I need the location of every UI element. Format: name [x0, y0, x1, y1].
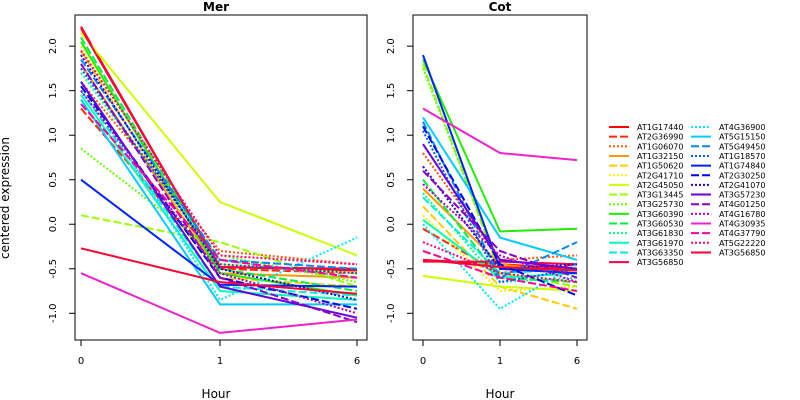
- series-line-cot-at2g45050-6: [422, 274, 578, 292]
- series-line-cot-at4g30935-25: [422, 107, 578, 162]
- y-tick-label-mer-3: 0.5: [48, 172, 59, 188]
- panel-frame-cot: [412, 14, 588, 341]
- legend-label-21: AT2G41070: [719, 181, 765, 190]
- legend-label-8: AT3G25730: [637, 200, 683, 209]
- series-line-cot-at4g37790-26: [422, 250, 578, 292]
- series-line-cot-at2g30250-20: [422, 125, 578, 297]
- series-line-cot-at4g36900-15: [422, 223, 578, 311]
- legend-label-9: AT3G60390: [637, 210, 683, 219]
- series-line-mer-at4g37790-26: [80, 103, 358, 279]
- legend-label-12: AT3G61970: [637, 239, 683, 248]
- legend-label-7: AT3G13445: [637, 191, 683, 200]
- legend-label-27: AT5G22220: [719, 239, 765, 248]
- series-line-cot-at5g49450-17: [422, 121, 578, 280]
- legend-label-3: AT1G32150: [637, 152, 683, 161]
- legend-label-1: AT2G36990: [637, 133, 683, 142]
- y-tick-label-cot-0: -1.0: [386, 304, 397, 324]
- series-line-cot-at5g15150-16: [422, 116, 578, 261]
- y-tick-label-mer-5: 1.5: [48, 83, 59, 99]
- plot-layer: -1.0 -0.5 0.0 0.5 1.0 1.5 2.0 0 1 6 -1.0 -0.5 0.0 0.5…: [48, 14, 588, 367]
- series-line-mer-at1g06070-2: [80, 81, 358, 266]
- x-axis-title-cot: Hour: [486, 387, 515, 400]
- legend-label-13: AT3G63350: [637, 248, 683, 257]
- series-line-cot-at4g16780-24: [422, 183, 578, 284]
- legend-label-4: AT1G50620: [637, 162, 683, 171]
- x-tick-label-mer-1: 1: [217, 356, 223, 367]
- panel-frame-mer: [74, 14, 368, 341]
- x-tick-label-mer-2: 6: [354, 356, 360, 367]
- y-tick-label-cot-3: 0.5: [386, 172, 397, 188]
- legend-label-16: AT5G15150: [719, 133, 765, 142]
- series-line-mer-at3g56850-28: [80, 247, 358, 295]
- legend: AT1G17440AT2G36990AT1G06070AT1G32150AT1G…: [609, 123, 765, 267]
- y-tick-label-cot-6: 2.0: [386, 38, 397, 54]
- x-tick-label-cot-1: 1: [497, 356, 503, 367]
- y-tick-label-cot-5: 1.5: [386, 83, 397, 99]
- legend-label-28: AT3G56850: [719, 248, 765, 257]
- series-line-mer-at3g61830-11: [80, 72, 358, 279]
- x-tick-label-cot-0: 0: [420, 356, 426, 367]
- legend-label-2: AT1G06070: [637, 142, 683, 151]
- legend-label-6: AT2G45050: [637, 181, 683, 190]
- y-tick-label-cot-1: -0.5: [386, 259, 397, 279]
- legend-label-19: AT1G74840: [719, 162, 765, 171]
- series-line-mer-at1g74840-19: [80, 178, 358, 288]
- series-line-mer-at4g30935-25: [80, 272, 358, 334]
- x-tick-label-cot-2: 6: [574, 356, 580, 367]
- y-axis-title: centered expression: [0, 137, 12, 259]
- series-line-mer-at2g45050-6: [80, 32, 358, 257]
- series-line-cot-at3g13445-7: [422, 63, 578, 288]
- series-line-mer-at3g61970-12: [80, 94, 358, 301]
- y-tick-label-mer-4: 1.0: [48, 127, 59, 143]
- y-tick-label-mer-1: -0.5: [48, 259, 59, 279]
- legend-label-5: AT2G41710: [637, 171, 683, 180]
- series-line-cot-at3g56850-28: [422, 258, 578, 272]
- series-line-mer-at3g25730-8: [80, 147, 358, 284]
- legend-label-20: AT2G30250: [719, 171, 765, 180]
- panel-title-mer: Mer: [203, 0, 229, 14]
- series-line-cot-at1g74840-19: [422, 54, 578, 275]
- series-line-mer-at3g57230-22: [80, 81, 358, 319]
- legend-label-23: AT4G01250: [719, 200, 765, 209]
- series-line-mer-at5g49450-17: [80, 58, 358, 270]
- series-line-cot-at3g60390-9: [422, 59, 578, 233]
- legend-label-0: AT1G17440: [637, 123, 683, 132]
- series-line-mer-at5g15150-16: [80, 99, 357, 306]
- legend-label-15: AT4G36900: [719, 123, 765, 132]
- series-line-mer-at4g01250-23: [80, 63, 358, 324]
- series-line-mer-at3g60530-10: [80, 36, 358, 292]
- legend-label-10: AT3G60530: [637, 220, 683, 229]
- legend-label-18: AT1G18570: [719, 152, 765, 161]
- series-line-cot-at3g57230-22: [422, 143, 578, 270]
- series-line-mer-at1g50620-4: [80, 50, 358, 288]
- x-tick-label-mer-0: 0: [78, 356, 84, 367]
- panel-title-cot: Cot: [489, 0, 512, 14]
- legend-label-24: AT4G16780: [719, 210, 765, 219]
- y-tick-label-mer-6: 2.0: [48, 38, 59, 54]
- series-line-cot-at2g41070-21: [422, 165, 578, 270]
- y-tick-label-mer-0: -1.0: [48, 304, 59, 324]
- legend-label-25: AT4G30935: [719, 220, 765, 229]
- y-tick-label-mer-2: 0.0: [48, 216, 59, 232]
- legend-label-11: AT3G61830: [637, 229, 683, 238]
- legend-label-26: AT4G37790: [719, 229, 765, 238]
- x-axis-title-mer: Hour: [202, 387, 231, 400]
- series-line-mer-at4g16780-24: [80, 90, 358, 315]
- legend-label-22: AT3G57230: [719, 191, 765, 200]
- y-tick-label-cot-2: 0.0: [386, 216, 397, 232]
- legend-label-14: AT3G56850: [637, 258, 683, 267]
- series-line-mer-at1g32150-3: [80, 63, 358, 279]
- y-tick-label-cot-4: 1.0: [386, 127, 397, 143]
- legend-label-17: AT5G49450: [719, 142, 765, 151]
